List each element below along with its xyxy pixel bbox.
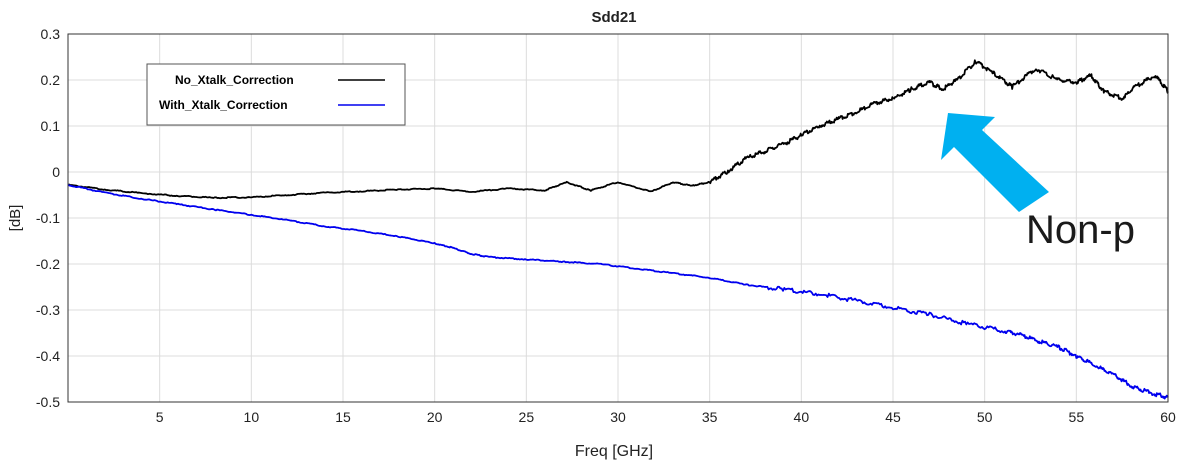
y-axis-label: [dB] xyxy=(7,205,24,232)
callout-text: Non-p xyxy=(1026,210,1135,250)
legend-entry-with-xtalk-correction: With_Xtalk_Correction xyxy=(159,98,288,112)
y-tick-label: -0.1 xyxy=(36,210,60,226)
x-axis-label: Freq [GHz] xyxy=(575,443,653,460)
chart-title: Sdd21 xyxy=(591,9,636,26)
y-tick-label: 0 xyxy=(52,164,60,180)
x-tick-label: 25 xyxy=(519,409,535,425)
y-tick-label: -0.3 xyxy=(36,302,60,318)
x-tick-label: 15 xyxy=(335,409,351,425)
x-tick-label: 60 xyxy=(1160,409,1176,425)
callout-arrow-icon xyxy=(941,113,1049,212)
legend: No_Xtalk_Correction With_Xtalk_Correctio… xyxy=(147,64,405,125)
x-tick-label: 55 xyxy=(1069,409,1085,425)
x-tick-label: 5 xyxy=(156,409,164,425)
x-tick-label: 30 xyxy=(610,409,626,425)
legend-entry-no-xtalk-correction: No_Xtalk_Correction xyxy=(175,73,294,87)
y-tick-label: -0.2 xyxy=(36,256,60,272)
x-tick-label: 10 xyxy=(244,409,260,425)
y-tick-label: 0.3 xyxy=(41,26,61,42)
x-tick-label: 45 xyxy=(885,409,901,425)
y-tick-label: -0.4 xyxy=(36,348,60,364)
x-tick-label: 35 xyxy=(702,409,718,425)
x-tick-label: 50 xyxy=(977,409,993,425)
x-tick-label: 20 xyxy=(427,409,443,425)
x-tick-label: 40 xyxy=(794,409,810,425)
y-tick-label: -0.5 xyxy=(36,394,60,410)
y-tick-label: 0.2 xyxy=(41,72,61,88)
y-tick-label: 0.1 xyxy=(41,118,61,134)
